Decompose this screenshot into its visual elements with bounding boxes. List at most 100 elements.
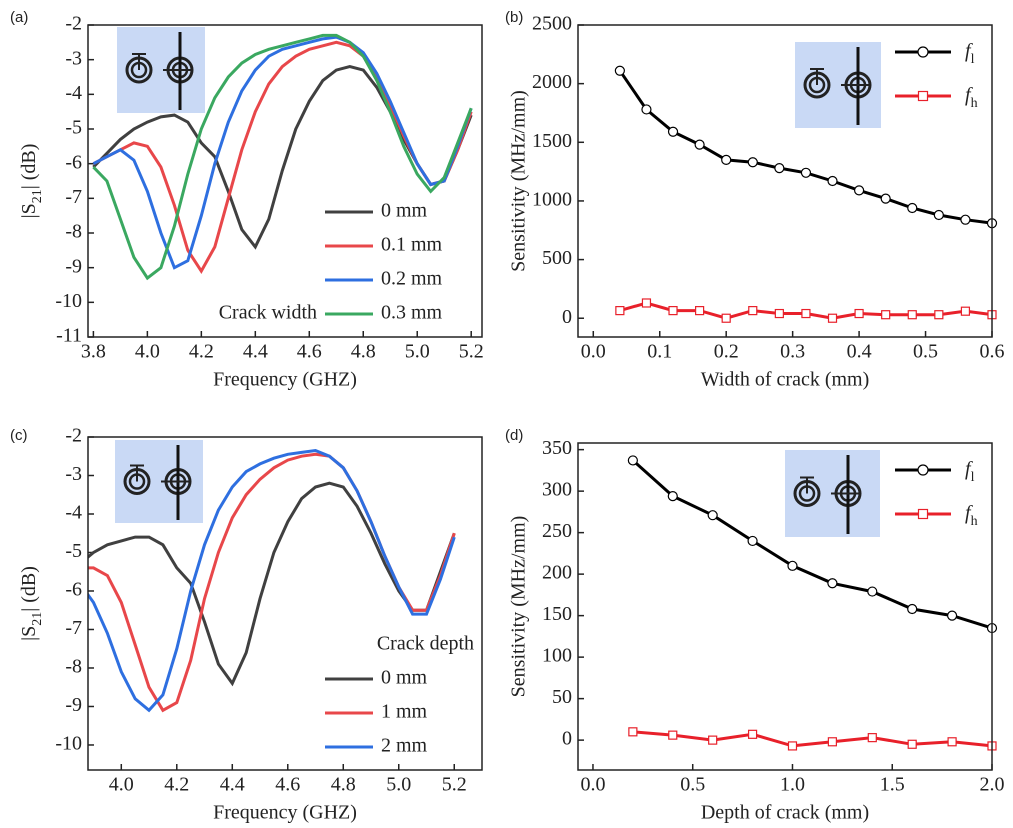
panel-label: (d) [505,427,523,444]
y-axis-title: Sensitivity (MHz/mm) [508,90,530,272]
legend-label: 0.3 mm [381,302,443,324]
series-line [631,459,992,630]
point [854,308,864,319]
legend-marker [917,508,929,520]
y-tick-label: -6 [65,151,82,173]
y-tick-label: -3 [65,463,82,485]
point [694,139,705,150]
y-tick-label: -10 [55,733,82,755]
x-tick-label: 0.0 [581,341,606,363]
y-tick-label: -9 [65,694,82,716]
y-tick-label: 200 [542,562,572,584]
x-tick-label: 0.5 [913,341,938,363]
legend-label: 0 mm [381,200,428,222]
x-tick-label: 4.4 [243,341,268,363]
y-tick-label: -5 [65,117,82,139]
x-tick-label: 4.8 [351,341,376,363]
point [641,104,652,115]
x-tick-label: 0.2 [714,341,739,363]
x-axis-title: Frequency (GHZ) [213,369,357,391]
point [668,306,678,316]
y-tick-label: -11 [56,325,82,347]
legend-marker [917,90,929,102]
y-tick-label: -4 [65,502,82,524]
point [667,126,679,137]
y-tick-label: 500 [542,247,572,269]
point [907,310,917,320]
y-tick-label: -9 [65,255,82,277]
x-axis-title: Width of crack (mm) [701,369,870,391]
legend-label: 2 mm [381,735,428,757]
series-line [88,448,456,713]
x-axis-title: Frequency (GHZ) [213,802,357,824]
legend-label: 0.1 mm [381,234,443,256]
point [721,154,732,165]
point [695,306,705,316]
y-tick-label: 1000 [532,189,572,211]
point [867,733,877,743]
x-tick-label: 1.0 [780,774,805,796]
x-tick-label: 4.0 [135,341,160,363]
y-tick-label: -7 [65,617,82,639]
point [827,313,838,323]
y-tick-label: 2500 [532,13,572,35]
point [721,313,731,323]
point [627,455,638,466]
point [960,306,971,316]
y-tick-label: 350 [542,437,572,459]
panel-label: (c) [10,427,28,444]
y-tick-label: 0 [562,306,572,328]
y-tick-label: 250 [542,520,572,542]
point [748,306,758,316]
point [747,535,758,547]
x-tick-label: 0.6 [980,341,1005,363]
axes-frame [87,436,483,771]
legend-label: fl [965,40,975,67]
y-tick-label: 150 [542,603,572,625]
y-axis-title: |S21| (dB) [18,566,45,641]
x-tick-label: 2.0 [980,774,1005,796]
axes-frame [577,24,993,338]
series-line [632,730,992,748]
point [614,65,625,76]
legend-label: 0 mm [381,667,428,689]
y-tick-label: -10 [55,290,82,312]
point [867,586,878,597]
x-tick-label: 4.0 [109,774,134,796]
point [641,298,652,308]
x-tick-label: 4.4 [220,774,245,796]
y-tick-label: 0 [562,728,572,750]
y-tick-label: -5 [65,540,82,562]
x-tick-label: 1.5 [880,774,905,796]
axes-frame [87,24,483,338]
x-tick-label: 4.2 [189,341,214,363]
y-tick-label: -2 [65,13,82,35]
point [827,175,838,187]
x-tick-label: 4.6 [297,341,322,363]
y-tick-label: -8 [65,656,82,678]
point [827,578,838,589]
x-axis-title: Depth of crack (mm) [701,802,869,824]
point [907,603,918,615]
x-tick-label: 0.0 [580,774,605,796]
point [881,310,891,320]
y-tick-label: -6 [65,579,82,601]
y-tick-label: -2 [65,425,82,447]
legend-label: fh [965,502,978,529]
legend-label: fh [965,84,978,111]
y-tick-label: 100 [542,645,572,667]
point [787,560,798,571]
x-tick-label: 0.1 [647,341,672,363]
point [827,737,837,747]
plot-area [631,459,992,748]
x-tick-label: 5.2 [459,341,484,363]
y-tick-label: -3 [65,47,82,69]
point [801,308,811,319]
legend-marker [917,464,929,476]
x-tick-label: 0.5 [680,774,705,796]
point [907,739,917,749]
legend-label: 0.2 mm [381,268,443,290]
axes-frame [577,442,993,771]
point [934,310,944,320]
